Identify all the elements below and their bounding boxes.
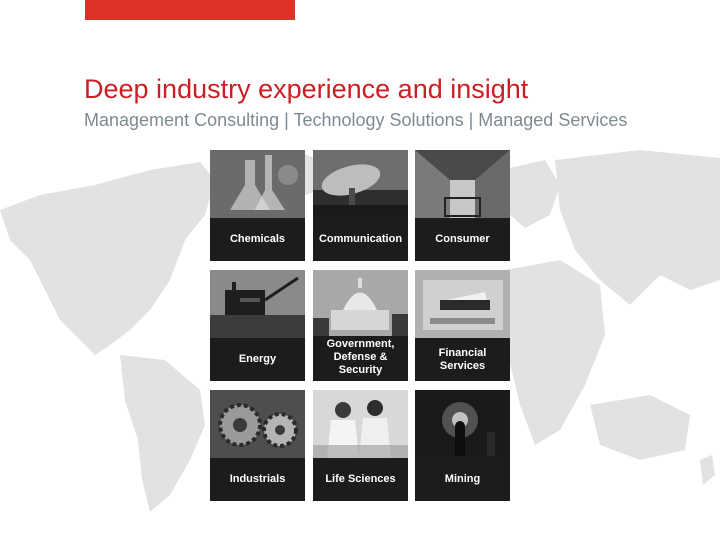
industry-tile-mining[interactable]: Mining bbox=[415, 390, 510, 501]
industry-label: Life Sciences bbox=[325, 473, 396, 485]
consumer-photo bbox=[415, 150, 510, 218]
page-title: Deep industry experience and insight bbox=[84, 74, 529, 104]
government-photo bbox=[313, 270, 408, 336]
energy-photo bbox=[210, 270, 305, 338]
life-sciences-photo bbox=[313, 390, 408, 458]
industry-label: Communication bbox=[318, 233, 403, 245]
industry-tile-financial[interactable]: Financial Services bbox=[415, 270, 510, 381]
industry-label: Industrials bbox=[229, 473, 286, 485]
industry-label: Financial Services bbox=[438, 346, 487, 372]
industry-label: Energy bbox=[238, 353, 277, 365]
industry-label: Mining bbox=[444, 473, 481, 485]
industry-tile-chemicals[interactable]: Chemicals bbox=[210, 150, 305, 261]
financial-photo bbox=[415, 270, 510, 338]
red-accent-bar bbox=[85, 0, 295, 20]
industry-label: Consumer bbox=[435, 233, 490, 245]
industry-tile-consumer[interactable]: Consumer bbox=[415, 150, 510, 261]
chemicals-photo bbox=[210, 150, 305, 218]
industrials-photo bbox=[210, 390, 305, 458]
industry-label: Government, Defense & Security bbox=[326, 338, 395, 376]
industry-tile-life-sciences[interactable]: Life Sciences bbox=[313, 390, 408, 501]
industry-label: Chemicals bbox=[229, 233, 286, 245]
world-map-icon bbox=[0, 150, 720, 512]
communication-photo bbox=[313, 150, 408, 218]
industry-tile-energy[interactable]: Energy bbox=[210, 270, 305, 381]
industry-tile-communication[interactable]: Communication bbox=[313, 150, 408, 261]
industry-tile-government[interactable]: Government, Defense & Security bbox=[313, 270, 408, 381]
industry-tile-industrials[interactable]: Industrials bbox=[210, 390, 305, 501]
page-subtitle: Management Consulting | Technology Solut… bbox=[84, 110, 628, 130]
mining-photo bbox=[415, 390, 510, 458]
